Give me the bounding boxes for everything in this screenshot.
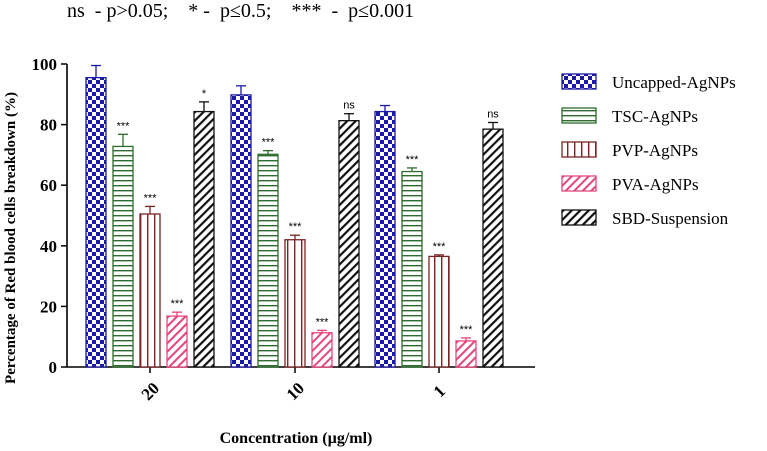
- legend-swatch: [561, 141, 597, 158]
- bar: [374, 110, 396, 368]
- bar: [428, 255, 450, 368]
- bar-group: ***: [139, 192, 161, 368]
- legend-swatch: [561, 107, 597, 124]
- bar: [230, 94, 252, 368]
- significance-label: ***: [316, 316, 330, 328]
- significance-label: ns: [487, 108, 499, 120]
- significance-label: ***: [433, 241, 447, 253]
- significance-label: ***: [117, 120, 131, 132]
- bar: [401, 170, 423, 368]
- bar: [139, 213, 161, 368]
- bar: [311, 332, 333, 368]
- legend-swatch: [561, 209, 597, 226]
- x-tick-label: 1: [430, 382, 449, 401]
- y-axis-label: Percentage of Red blood cells breakdown …: [3, 92, 19, 384]
- legend-item: PVP-AgNPs: [561, 141, 698, 160]
- x-tick-label: 10: [283, 379, 308, 404]
- bar-group: ***: [112, 120, 134, 368]
- bar: [338, 120, 360, 368]
- bar-group: *: [193, 88, 215, 368]
- bar: [112, 145, 134, 368]
- bar: [166, 315, 188, 368]
- bar: [257, 153, 279, 368]
- x-ticks: 20 10 1: [138, 367, 449, 404]
- bar-group: ns: [482, 108, 504, 368]
- bar-group: [374, 104, 396, 368]
- legend-swatch: [561, 175, 597, 192]
- bar-group: ***: [166, 298, 188, 368]
- bar-group: [230, 85, 252, 368]
- y-tick-label: 80: [40, 116, 57, 135]
- significance-note: ns - p>0.05; * - p≤0.5; *** - p≤0.001: [67, 0, 414, 22]
- bar-group: ***: [284, 221, 306, 368]
- legend-item: Uncapped-AgNPs: [561, 73, 736, 92]
- legend-item: SBD-Suspension: [561, 209, 729, 228]
- legend-item: TSC-AgNPs: [561, 107, 698, 126]
- significance-label: ***: [460, 324, 474, 336]
- y-tick-label: 20: [40, 297, 57, 316]
- significance-label: ***: [406, 154, 420, 166]
- legend-label: TSC-AgNPs: [612, 107, 698, 126]
- bar: [85, 76, 107, 368]
- legend-label: PVA-AgNPs: [612, 175, 699, 194]
- legend-label: Uncapped-AgNPs: [612, 73, 736, 92]
- bar-group: ***: [401, 154, 423, 368]
- y-ticks: 0 20 40 60 80 100: [32, 55, 67, 377]
- bar-group: [85, 64, 107, 368]
- legend-label: SBD-Suspension: [612, 209, 729, 228]
- x-tick-label: 20: [138, 379, 163, 404]
- legend: Uncapped-AgNPs TSC-AgNPs PVP-AgNPs PVA-AgNP…: [561, 73, 736, 228]
- bar-group: ***: [455, 324, 477, 368]
- legend-label: PVP-AgNPs: [612, 141, 698, 160]
- bar-group: ***: [257, 137, 279, 368]
- significance-label: ***: [144, 192, 158, 204]
- y-tick-label: 0: [49, 358, 58, 377]
- significance-label: ns: [343, 100, 355, 112]
- x-axis-label: Concentration (µg/ml): [220, 430, 373, 447]
- significance-label: ***: [289, 221, 303, 233]
- y-tick-label: 60: [40, 176, 57, 195]
- significance-label: *: [202, 88, 207, 100]
- bars: *******************ns*********ns: [85, 64, 504, 368]
- bar-group: ***: [311, 316, 333, 368]
- bar: [193, 110, 215, 368]
- bar: [284, 239, 306, 368]
- legend-item: PVA-AgNPs: [561, 175, 699, 194]
- y-tick-label: 40: [40, 237, 57, 256]
- bar-group: ns: [338, 100, 360, 368]
- y-tick-label: 100: [32, 55, 58, 74]
- bar: [455, 340, 477, 368]
- significance-label: ***: [262, 137, 276, 149]
- bar-group: ***: [428, 241, 450, 368]
- legend-swatch: [561, 73, 597, 90]
- significance-label: ***: [171, 298, 185, 310]
- bar: [482, 128, 504, 368]
